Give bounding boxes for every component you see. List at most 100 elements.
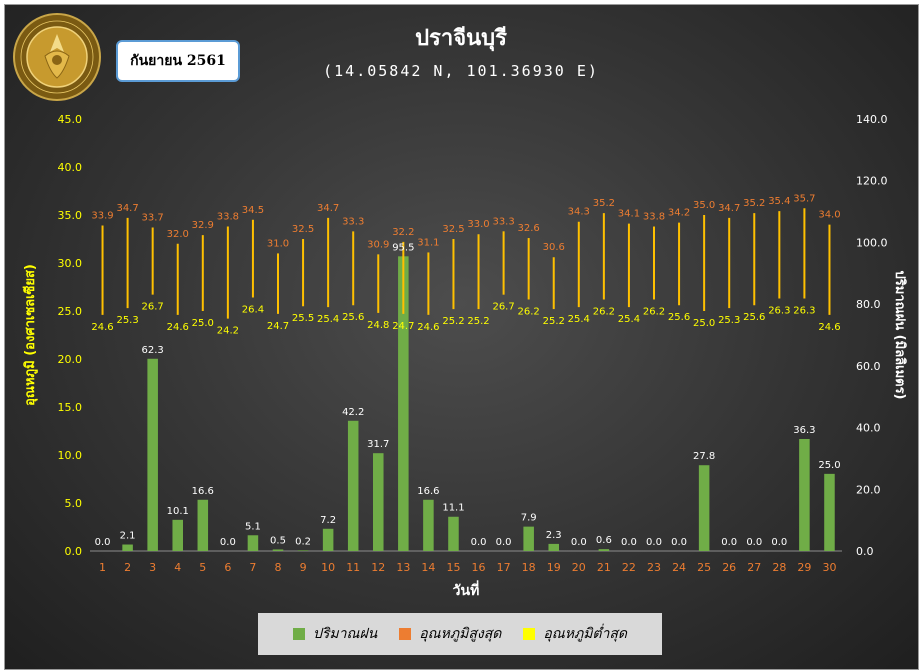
chart-frame [4, 4, 919, 670]
x-tick: 15 [446, 561, 460, 574]
tmax-label: 30.9 [367, 239, 389, 250]
rain-label: 62.3 [142, 345, 164, 356]
tmax-label: 34.3 [568, 207, 590, 218]
legend-tmin: อุณหภูมิต่ำสุด [523, 623, 627, 645]
x-tick: 22 [622, 561, 636, 574]
x-tick: 26 [722, 561, 736, 574]
tmax-label: 34.7 [116, 203, 138, 214]
tmax-label: 32.5 [442, 224, 464, 235]
tmin-label: 24.7 [392, 321, 414, 332]
tmin-label: 25.4 [568, 314, 590, 325]
tmax-label: 35.4 [768, 196, 790, 207]
tmin-label: 26.7 [142, 302, 164, 313]
tmax-label: 33.3 [492, 216, 514, 227]
rain-label: 0.0 [571, 537, 587, 548]
tmin-label: 25.5 [292, 313, 314, 324]
rain-bar [598, 549, 610, 551]
tmin-label: 26.3 [768, 306, 790, 317]
rain-label: 0.0 [621, 537, 637, 548]
tmin-label: 25.2 [543, 316, 565, 327]
rain-bar [247, 535, 259, 551]
x-tick: 14 [421, 561, 435, 574]
tmax-label: 30.6 [543, 242, 565, 253]
x-tick: 5 [199, 561, 206, 574]
rain-bar [398, 256, 409, 551]
tmax-label: 32.5 [292, 224, 314, 235]
rain-label: 31.7 [367, 439, 389, 450]
tmax-label: 32.6 [518, 223, 540, 234]
tmax-label: 34.1 [618, 209, 640, 220]
rain-label: 16.6 [192, 486, 214, 497]
tmin-label: 24.6 [91, 322, 113, 333]
rain-label: 0.0 [746, 537, 762, 548]
rain-label: 95.5 [392, 242, 414, 253]
legend-tmin-label: อุณหภูมิต่ำสุด [543, 626, 628, 642]
rain-label: 0.0 [646, 537, 662, 548]
tmin-label: 25.6 [342, 312, 364, 323]
tmax-label: 31.0 [267, 238, 289, 249]
y-left-tick: 15.0 [58, 401, 83, 414]
x-tick: 2 [124, 561, 131, 574]
y-right-tick: 20.0 [856, 483, 881, 496]
rain-label: 7.9 [521, 513, 537, 524]
tmax-label: 34.7 [718, 203, 740, 214]
tmax-label: 33.7 [142, 212, 164, 223]
x-tick: 28 [772, 561, 786, 574]
tmin-label: 26.2 [643, 306, 665, 317]
legend-tmin-swatch [523, 628, 536, 640]
department-logo [13, 13, 101, 101]
tmin-label: 25.2 [442, 316, 464, 327]
rain-label: 7.2 [320, 515, 336, 526]
rain-label: 0.0 [771, 537, 787, 548]
tmin-label: 25.4 [618, 314, 640, 325]
x-tick: 10 [321, 561, 335, 574]
rain-label: 0.0 [721, 537, 737, 548]
rain-label: 16.6 [417, 486, 439, 497]
y-left-tick: 30.0 [58, 257, 83, 270]
x-tick: 20 [572, 561, 586, 574]
tmin-label: 26.3 [793, 306, 815, 317]
x-tick: 12 [371, 561, 385, 574]
rain-bar [799, 438, 810, 551]
tmax-label: 33.0 [467, 219, 489, 230]
y-left-title: อุณหภูมิ (องศาเซลเซียส) [22, 264, 38, 406]
y-right-tick: 0.0 [856, 545, 874, 558]
x-tick: 11 [346, 561, 360, 574]
tmax-label: 34.0 [818, 210, 840, 221]
tmin-label: 24.6 [818, 322, 840, 333]
chart-title: ปราจีนบุรี [415, 26, 507, 51]
x-tick: 23 [647, 561, 661, 574]
y-left-tick: 45.0 [58, 113, 83, 126]
tmax-label: 33.8 [217, 212, 239, 223]
x-tick: 1 [99, 561, 106, 574]
x-tick: 4 [174, 561, 181, 574]
x-tick: 8 [275, 561, 282, 574]
x-tick: 19 [547, 561, 561, 574]
y-right-tick: 40.0 [856, 422, 881, 435]
tmin-label: 26.7 [492, 302, 514, 313]
tmin-label: 25.3 [116, 315, 138, 326]
tmax-label: 31.1 [417, 237, 439, 248]
x-tick: 21 [597, 561, 611, 574]
legend-tmax: อุณหภูมิสูงสุด [399, 623, 501, 645]
y-right-tick: 80.0 [856, 298, 881, 311]
tmin-label: 25.3 [718, 315, 740, 326]
rain-bar [824, 473, 835, 551]
rain-label: 2.1 [120, 531, 136, 542]
rain-bar [172, 519, 183, 551]
tmax-label: 34.2 [668, 208, 690, 219]
x-tick: 29 [797, 561, 811, 574]
x-tick: 9 [300, 561, 307, 574]
rain-bar [147, 358, 158, 551]
x-axis-title: วันที่ [453, 580, 480, 599]
y-left-tick: 10.0 [58, 449, 83, 462]
rain-bar [548, 543, 559, 551]
rain-bar [448, 516, 459, 551]
rain-label: 0.0 [671, 537, 687, 548]
rain-label: 10.1 [167, 506, 189, 517]
x-tick: 17 [497, 561, 511, 574]
tmin-label: 24.6 [417, 322, 439, 333]
y-right-tick: 60.0 [856, 360, 881, 373]
rain-label: 0.0 [471, 537, 487, 548]
